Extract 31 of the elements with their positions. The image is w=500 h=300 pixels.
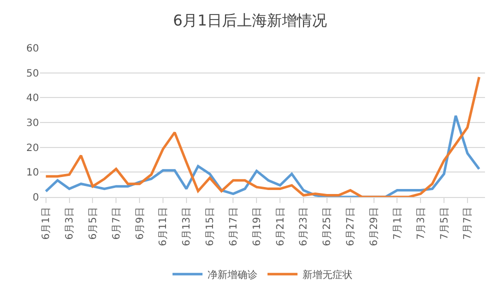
x-tick-label: 6月13日 <box>182 207 193 246</box>
x-tick-label: 6月17日 <box>228 207 240 246</box>
x-tick-label: 7月5日 <box>439 207 450 240</box>
x-tick-label: 6月19日 <box>252 207 263 246</box>
x-tick-label: 6月21日 <box>275 207 286 246</box>
x-tick-label: 7月1日 <box>392 207 404 240</box>
y-tick-label: 50 <box>26 68 39 80</box>
x-tick-label: 6月11日 <box>158 207 170 246</box>
x-tick-label: 6月3日 <box>64 207 76 240</box>
x-tick-label: 6月23日 <box>298 207 310 246</box>
x-tick-label: 7月7日 <box>462 207 474 240</box>
x-tick-label: 6月15日 <box>205 207 216 246</box>
y-tick-label: 10 <box>26 168 39 179</box>
x-tick-label: 6月29日 <box>369 207 380 246</box>
y-tick-label: 40 <box>26 93 39 104</box>
x-tick-label: 6月7日 <box>111 207 122 240</box>
chart-title: 6月1日后上海新增情况 <box>172 12 328 30</box>
line-series <box>44 114 480 197</box>
x-tick-label: 6月5日 <box>88 207 99 240</box>
y-tick-label: 30 <box>26 118 39 129</box>
x-tick-label: 6月27日 <box>346 207 357 246</box>
y-tick-label: 0 <box>32 192 39 204</box>
x-tick-label: 6月25日 <box>322 207 334 246</box>
legend-label: 净新增确诊 <box>208 268 258 281</box>
y-tick-label: 60 <box>26 44 39 54</box>
x-tick-label: 6月1日 <box>41 207 52 240</box>
legend-label: 新增无症状 <box>302 268 352 281</box>
x-tick-label: 6月9日 <box>134 207 146 240</box>
line-series <box>44 76 480 197</box>
y-tick-label: 20 <box>26 142 39 154</box>
x-tick-label: 7月3日 <box>416 207 427 240</box>
